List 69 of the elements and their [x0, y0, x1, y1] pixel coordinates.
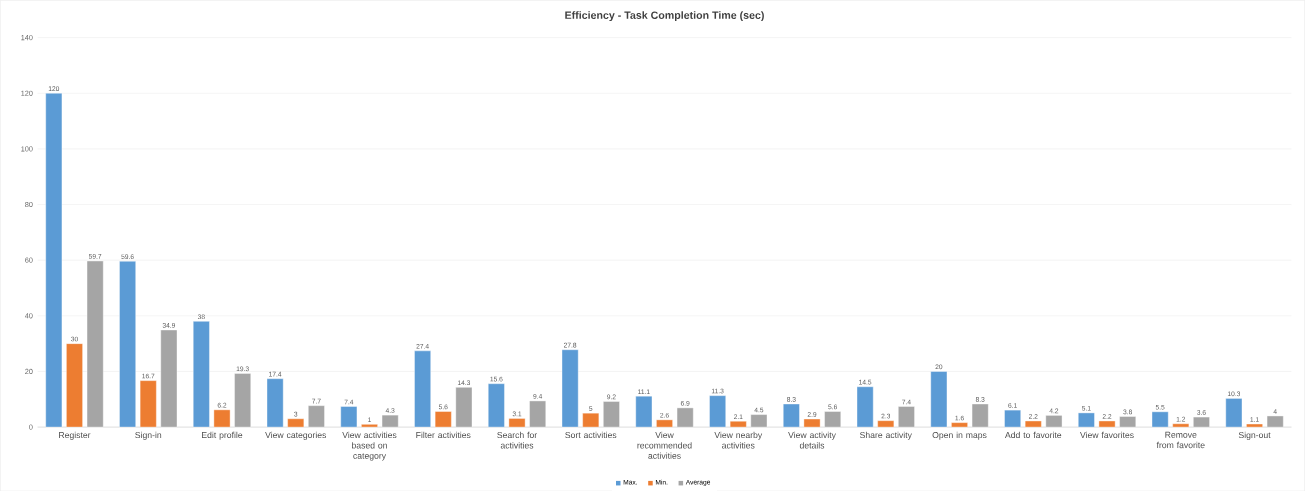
x-tick-label: Sign-in: [135, 431, 162, 440]
x-tick-label: View nearby activities: [714, 431, 763, 449]
bar: [709, 395, 726, 428]
bar: [877, 420, 895, 428]
bar: [783, 403, 800, 428]
bar: [930, 371, 948, 428]
bar: [635, 395, 653, 428]
bar: [656, 419, 673, 428]
bar: [434, 411, 452, 428]
bar: [234, 373, 251, 428]
bar: [676, 407, 694, 428]
bar: [582, 412, 600, 428]
bar: [340, 406, 358, 428]
x-tick-label: Share activity: [860, 431, 912, 440]
bar: [160, 329, 178, 428]
x-tick-label: Open in maps: [932, 431, 987, 440]
bar: [1172, 423, 1190, 428]
chart-title: Efficiency - Task Completion Time (sec): [565, 10, 764, 21]
bar: [1024, 420, 1042, 428]
bar: [824, 411, 841, 428]
bar: [1004, 409, 1021, 428]
bar: [1246, 423, 1263, 428]
bar: [898, 406, 915, 428]
x-tick-label: Register: [59, 431, 91, 440]
bar: [287, 418, 305, 428]
bar: [561, 349, 579, 428]
bar: [213, 409, 231, 428]
bar: [1193, 416, 1210, 428]
x-tick-label: Sign-out: [1238, 431, 1271, 440]
bar: [86, 260, 104, 428]
bar: [529, 400, 546, 428]
bar: [508, 418, 526, 428]
x-tick-label: View recommended activities: [637, 431, 692, 459]
bar: [856, 386, 874, 428]
bar: [729, 420, 747, 428]
bar: [308, 405, 325, 428]
bar: [414, 350, 431, 428]
bar: [119, 260, 136, 428]
x-tick-label: Sort activities: [565, 431, 617, 438]
bar: [361, 423, 378, 428]
x-tick-label: Filter activities: [416, 431, 471, 438]
bar: [139, 380, 157, 428]
bar: [1151, 411, 1169, 428]
bar: [266, 378, 284, 428]
bar: [381, 414, 399, 428]
bar: [951, 422, 968, 428]
bar: [488, 383, 505, 428]
x-tick-label: Remove from favorite: [1156, 431, 1205, 448]
x-tick-label: View activity details: [788, 431, 836, 449]
bar: [803, 418, 821, 428]
bar: [455, 386, 473, 428]
bar: [1266, 415, 1284, 428]
bar: [603, 401, 620, 428]
bar: [1045, 415, 1063, 428]
bar: [193, 320, 210, 428]
x-tick-label: View categories: [265, 431, 327, 440]
x-tick-label: Edit profile: [202, 431, 243, 440]
bar: [1098, 420, 1116, 428]
bar: [1119, 416, 1136, 428]
bar: [1078, 412, 1095, 428]
bar: [1225, 398, 1243, 428]
bar: [750, 414, 768, 428]
bar: [45, 92, 63, 428]
x-tick-label: View favorites: [1080, 431, 1134, 438]
bar: [66, 343, 83, 428]
x-tick-label: Search for activities: [497, 431, 538, 449]
bar: [971, 403, 989, 428]
x-tick-label: View activities based on category: [342, 431, 397, 461]
x-tick-label: Add to favorite: [1004, 431, 1062, 438]
